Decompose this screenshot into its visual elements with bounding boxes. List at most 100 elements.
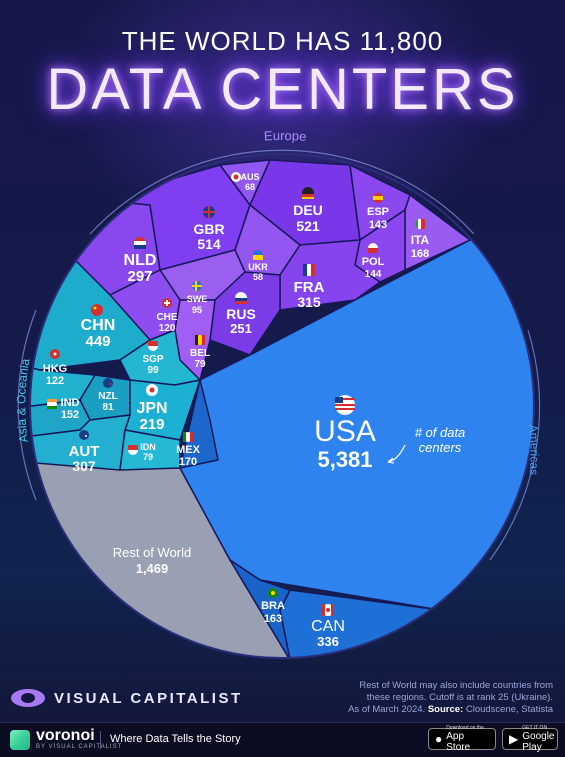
label-aus-value: 68 [245, 182, 255, 192]
label-esp-code: ESP [367, 206, 389, 218]
label-deu-value: 521 [296, 218, 320, 234]
label-pol-value: 144 [365, 269, 382, 280]
title-line-2: DATA CENTERS [46, 57, 519, 122]
title-line-1: THE WORLD HAS 11,800 [121, 26, 444, 56]
label-jpn-value: 219 [139, 416, 164, 433]
label-bra-value: 163 [264, 613, 282, 625]
label-row-value: 1,469 [136, 561, 169, 576]
annotation-line-2: centers [419, 440, 462, 455]
label-ukr-value: 58 [253, 272, 263, 282]
flag-chn-icon [91, 304, 103, 316]
asia-guide-arc [17, 309, 37, 501]
label-che-code: CHE [156, 312, 177, 323]
label-ukr-code: UKR [248, 262, 268, 272]
label-sgp-code: SGP [142, 354, 163, 365]
label-bel-value: 79 [194, 359, 206, 370]
americas-guide-arc [489, 329, 541, 561]
label-swe-code: SWE [187, 294, 208, 304]
label-nld-code: NLD [124, 252, 157, 269]
label-nld-value: 297 [127, 268, 152, 285]
bottom-bar: voronoi BY VISUAL CAPITALIST Where Data … [0, 722, 565, 757]
chart-rim [29, 153, 535, 659]
source-note: Rest of World may also include countries… [303, 680, 553, 716]
label-gbr-code: GBR [193, 221, 224, 237]
tagline: Where Data Tells the Story [110, 733, 241, 745]
cell-mex [179, 379, 219, 469]
label-idn-code: IDN [140, 442, 156, 452]
label-swe-value: 95 [192, 305, 202, 315]
label-sgp-value: 99 [147, 365, 159, 376]
note-source: Cloudscene, Statista [465, 704, 553, 715]
label-bel-code: BEL [190, 348, 210, 359]
label-nzl-code: NZL [98, 391, 117, 402]
label-rus-value: 251 [230, 321, 252, 336]
label-nzl-value: 81 [102, 402, 114, 413]
label-mex-code: MEX [176, 444, 201, 456]
label-row-name: Rest of World [113, 545, 192, 560]
label-che-value: 120 [159, 323, 176, 334]
label-jpn-code: JPN [136, 400, 167, 417]
region-label-asia: Asia & Oceania [14, 357, 32, 443]
play-icon: ▶ [509, 732, 519, 746]
label-deu-code: DEU [293, 202, 323, 218]
label-esp-value: 143 [369, 219, 387, 231]
app-store-button[interactable]: ● Download on the App Store [428, 725, 496, 753]
cell-usa [179, 239, 534, 611]
label-hkg-code: HKG [43, 363, 67, 375]
voronoi-name: voronoi [36, 727, 95, 744]
flag-nzl-icon [103, 378, 113, 388]
label-fra-value: 315 [297, 294, 321, 310]
flag-markers [47, 172, 425, 616]
country-labels: AUS 68 DEU 521 ESP 143 GBR 514 ITA 168 N… [43, 172, 430, 649]
label-usa-code: USA [314, 415, 376, 448]
app-store-small: Download on the [446, 725, 484, 731]
label-ita-value: 168 [411, 248, 429, 260]
google-play-small: GET IT ON [522, 725, 548, 731]
label-idn-value: 79 [143, 452, 153, 462]
region-label-americas: Americas [526, 424, 542, 476]
annotation-line-1: # of data [415, 425, 466, 440]
label-pol-code: POL [362, 256, 385, 268]
note-date: As of March 2024. [348, 704, 426, 715]
cell-bra [229, 559, 291, 658]
label-rus-code: RUS [226, 306, 256, 322]
annotation-arrowhead [387, 457, 395, 464]
voronoi-icon [10, 729, 30, 750]
label-usa-value: 5,381 [317, 447, 372, 472]
google-play-big: Google Play [522, 731, 555, 753]
footer-brand: VISUAL CAPITALIST [10, 688, 243, 708]
label-gbr-value: 514 [197, 236, 221, 252]
region-label-europe: Europe [264, 128, 307, 144]
region-guide-arcs [17, 149, 541, 561]
label-ind-code: IND [61, 397, 80, 409]
label-aut-value: 307 [72, 458, 96, 474]
label-aut-code: AUT [69, 443, 100, 460]
label-hkg-value: 122 [46, 375, 64, 387]
label-can-code: CAN [311, 618, 345, 635]
label-fra-code: FRA [294, 279, 325, 296]
note-line-3: As of March 2024. Source: Cloudscene, St… [303, 704, 553, 716]
apple-icon: ● [435, 732, 443, 746]
voronoi-logo[interactable]: voronoi BY VISUAL CAPITALIST [10, 728, 122, 751]
label-chn-value: 449 [85, 333, 110, 350]
note-source-label: Source: [427, 704, 464, 715]
visual-capitalist-logo-icon [11, 689, 45, 707]
label-ita-code: ITA [411, 233, 430, 247]
annotation-arrow [387, 444, 406, 463]
annotation: # of data centers [387, 425, 466, 464]
brand-name: VISUAL CAPITALIST [54, 689, 243, 707]
note-line-2: these regions. Cutoff is at rank 25 (Ukr… [366, 692, 553, 703]
google-play-button[interactable]: ▶ GET IT ON Google Play [502, 725, 558, 753]
label-aus-code: AUS [240, 172, 259, 182]
label-bra-code: BRA [261, 600, 285, 612]
label-can-value: 336 [317, 634, 339, 649]
voronoi-sub: BY VISUAL CAPITALIST [36, 744, 123, 750]
label-chn-code: CHN [81, 317, 116, 334]
app-store-big: App Store [446, 731, 471, 753]
label-ind-value: 152 [61, 409, 79, 421]
label-mex-value: 170 [179, 456, 197, 468]
flag-aut-icon [79, 430, 89, 440]
divider [100, 731, 101, 749]
europe-guide-arc [89, 149, 475, 235]
